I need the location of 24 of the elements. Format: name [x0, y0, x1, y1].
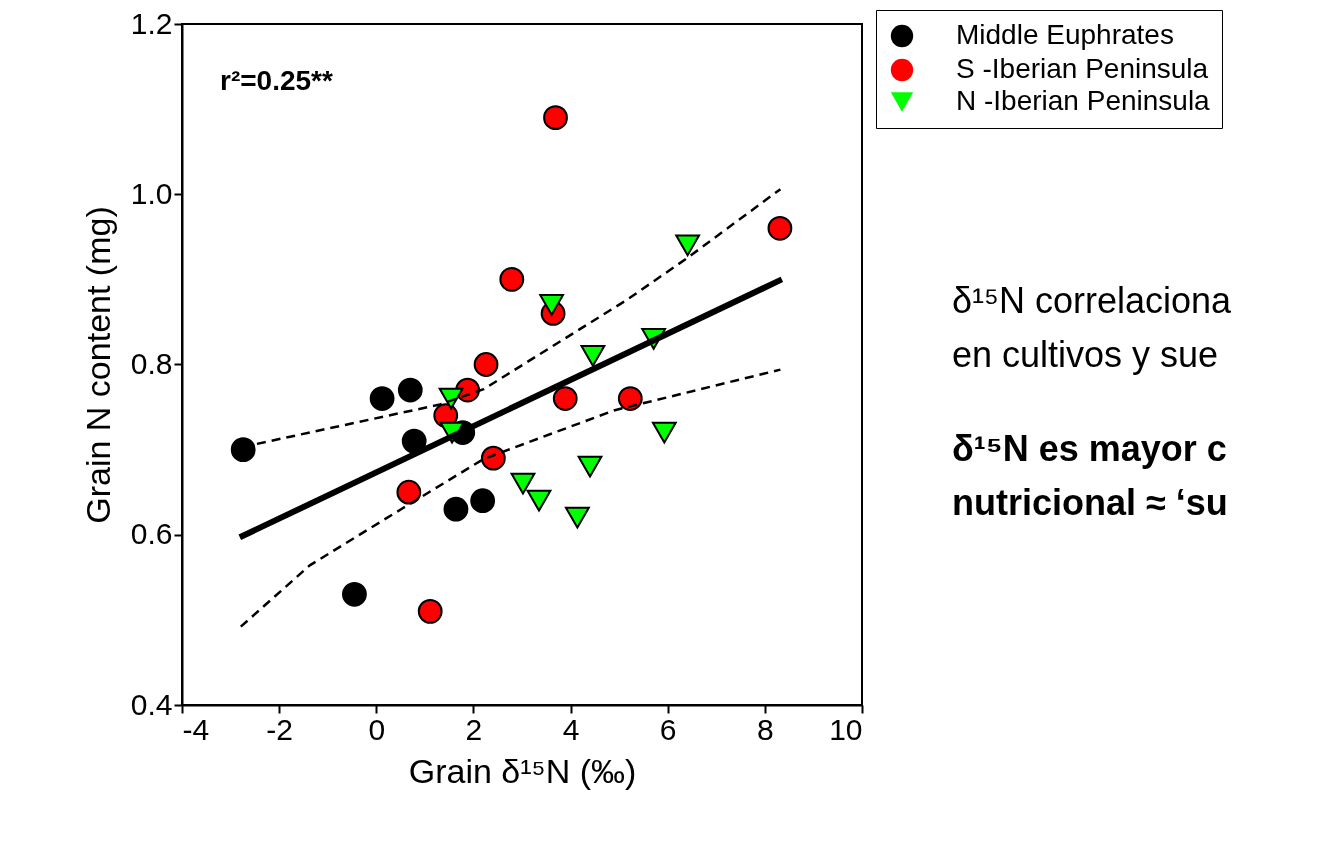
text: δ¹⁵N es mayor c — [952, 428, 1227, 469]
y-tick-label: 1.2 — [130, 6, 173, 40]
text: δ¹⁵N correlaciona — [952, 280, 1233, 321]
x-tick-label: -4 — [182, 712, 210, 746]
x-tick-label: 2 — [465, 712, 483, 746]
legend-label: Middle Euphrates — [956, 19, 1174, 50]
x-tick-label: 8 — [757, 712, 774, 746]
x-tick-label: 4 — [562, 712, 580, 746]
x-tick-label: 0 — [368, 712, 386, 746]
text: en cultivos y sue — [952, 334, 1219, 375]
y-tick-label: 1.0 — [130, 176, 173, 210]
y-axis-title: Grain N content (mg) — [78, 206, 117, 524]
text: nutricional ≈ ‘su — [952, 482, 1228, 523]
x-axis-title: Grain δ¹⁵N (‰) — [408, 751, 637, 790]
x-tick-label: 6 — [659, 712, 677, 746]
y-tick-label: 0.6 — [130, 517, 173, 551]
legend-label: S -Iberian Peninsula — [956, 53, 1209, 84]
x-tick-label: -2 — [266, 712, 293, 746]
line-series — [239, 368, 782, 628]
x-tick-label: 10 — [829, 712, 863, 746]
y-tick-label: 0.8 — [130, 347, 173, 380]
legend-label: N -Iberian Peninsula — [956, 85, 1211, 116]
y-tick-label: 0.4 — [130, 687, 173, 721]
annotation: r²=0.25** — [220, 65, 333, 96]
